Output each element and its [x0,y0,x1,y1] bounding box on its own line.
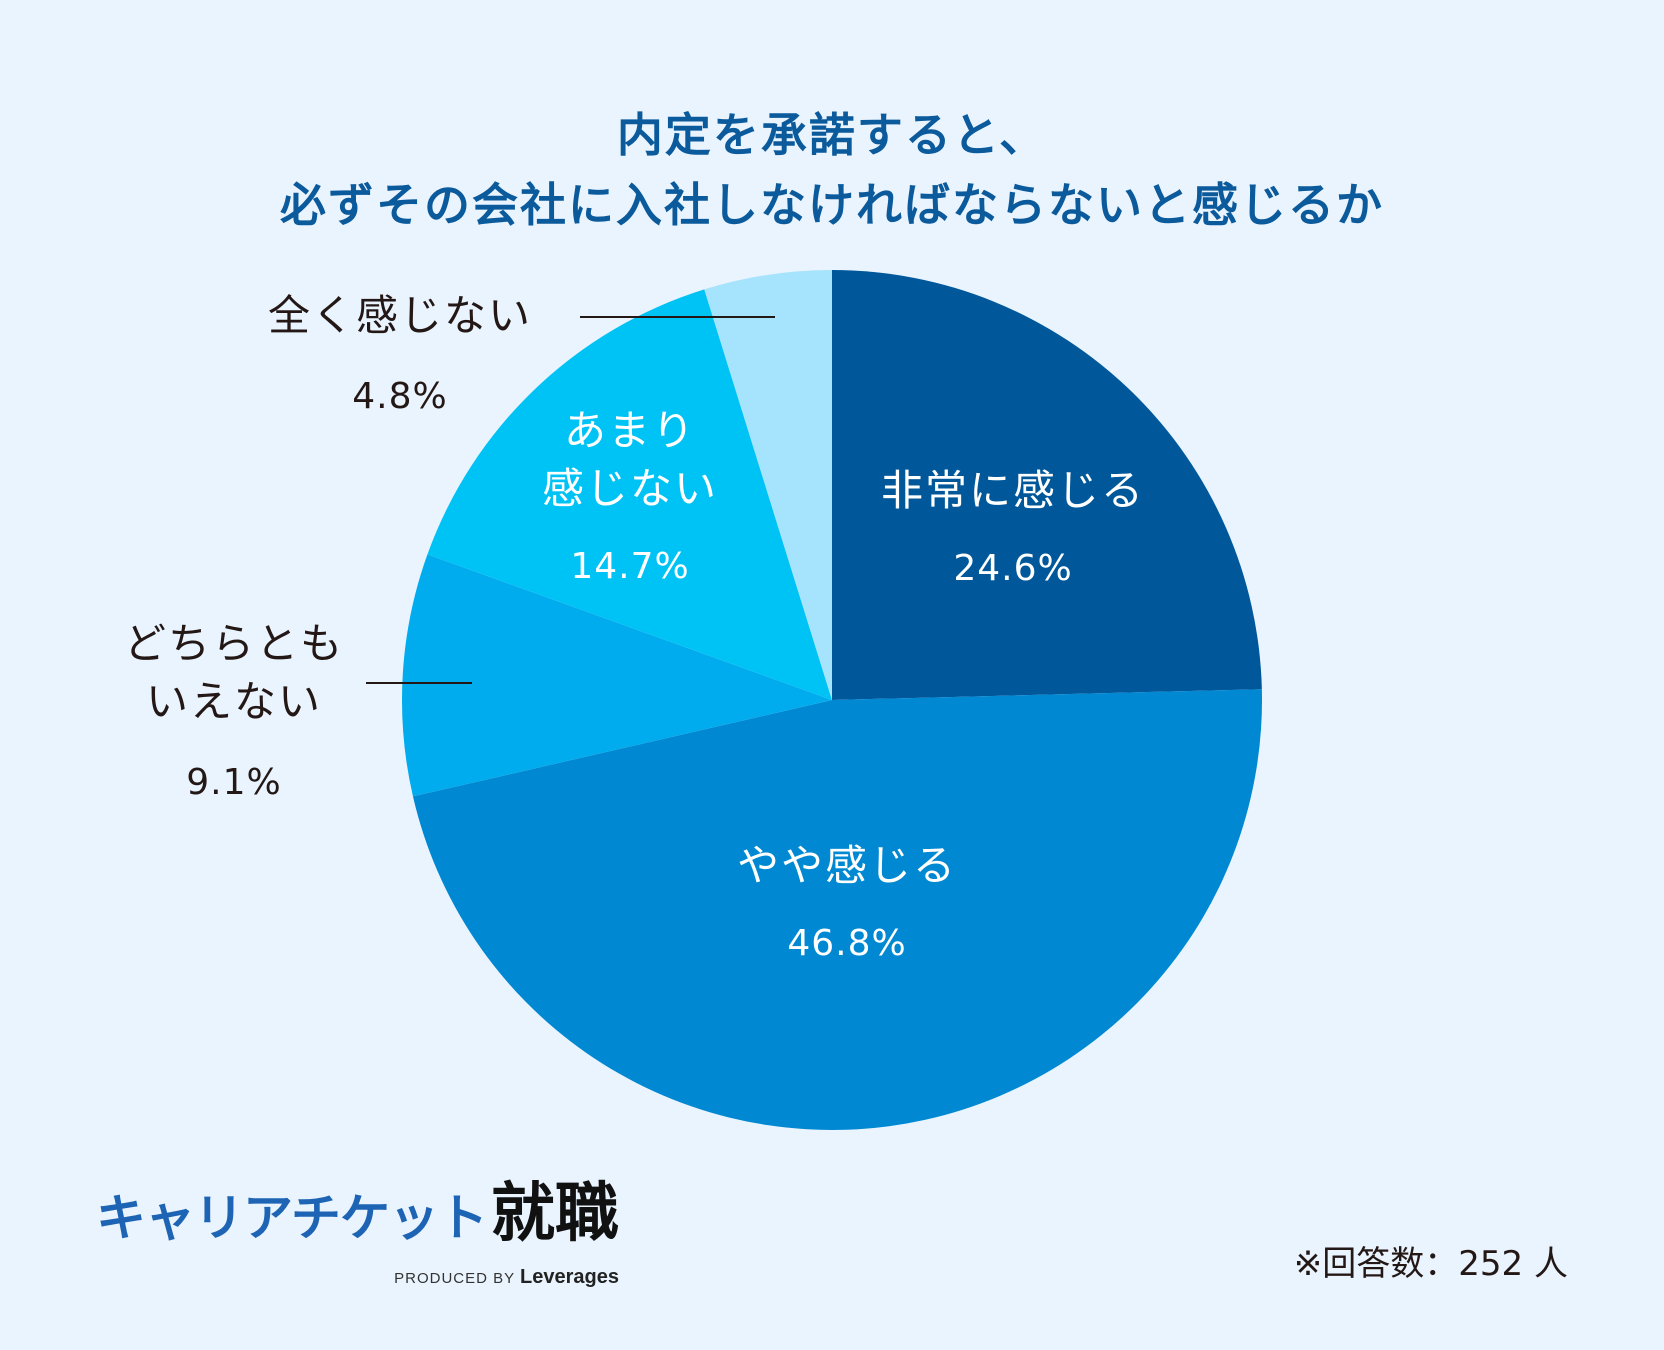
slice-label-text-3-1: 感じない [542,464,718,513]
pie-slice-3 [427,289,832,700]
pie-slice-2 [402,554,832,797]
slice-value-label-3: 14.7% [570,546,689,587]
slice-label-text-3-0: あまり [564,406,696,455]
slice-label-text-2-0: どちらとも [124,619,344,668]
logo-brand-name: Leverages [520,1266,619,1288]
chart-title: 内定を承諾すると、 必ずその会社に入社しなければならないと感じるか [0,100,1664,240]
logo-produced-by-prefix: PRODUCED BY [394,1270,515,1287]
logo-kana-text: キャリアチケット [96,1189,488,1247]
logo-produced-by: PRODUCED BY Leverages [96,1266,619,1289]
slice-value-label-0: 24.6% [953,548,1072,589]
chart-title-line-2: 必ずその会社に入社しなければならないと感じるか [280,178,1384,232]
brand-logo: キャリアチケット就職 PRODUCED BY Leverages [96,1178,619,1289]
logo-kanji-text: 就職 [491,1177,619,1251]
slice-label-text-4-0: 全く感じない [268,291,532,340]
pie-slice-0 [832,270,1262,700]
respondent-count-note: ※回答数：252 人 [1293,1244,1568,1284]
slice-label-text-2-1: いえない [146,677,322,726]
slice-value-label-2: 9.1% [186,762,281,803]
slice-label-0: 非常に感じる 24.6% [881,466,1145,589]
slice-value-label-4: 4.8% [352,376,447,417]
slice-value-label-1: 46.8% [787,923,906,964]
slice-label-4: 全く感じない 4.8% [268,291,532,417]
slice-label-1: やや感じる 46.8% [737,841,957,964]
pie-slice-4 [704,270,832,700]
pie-slice-1 [412,689,1263,1130]
chart-title-line-1: 内定を承諾すると、 [616,108,1048,162]
slice-label-text-0-0: 非常に感じる [881,466,1145,515]
slice-label-text-1-0: やや感じる [737,841,957,890]
